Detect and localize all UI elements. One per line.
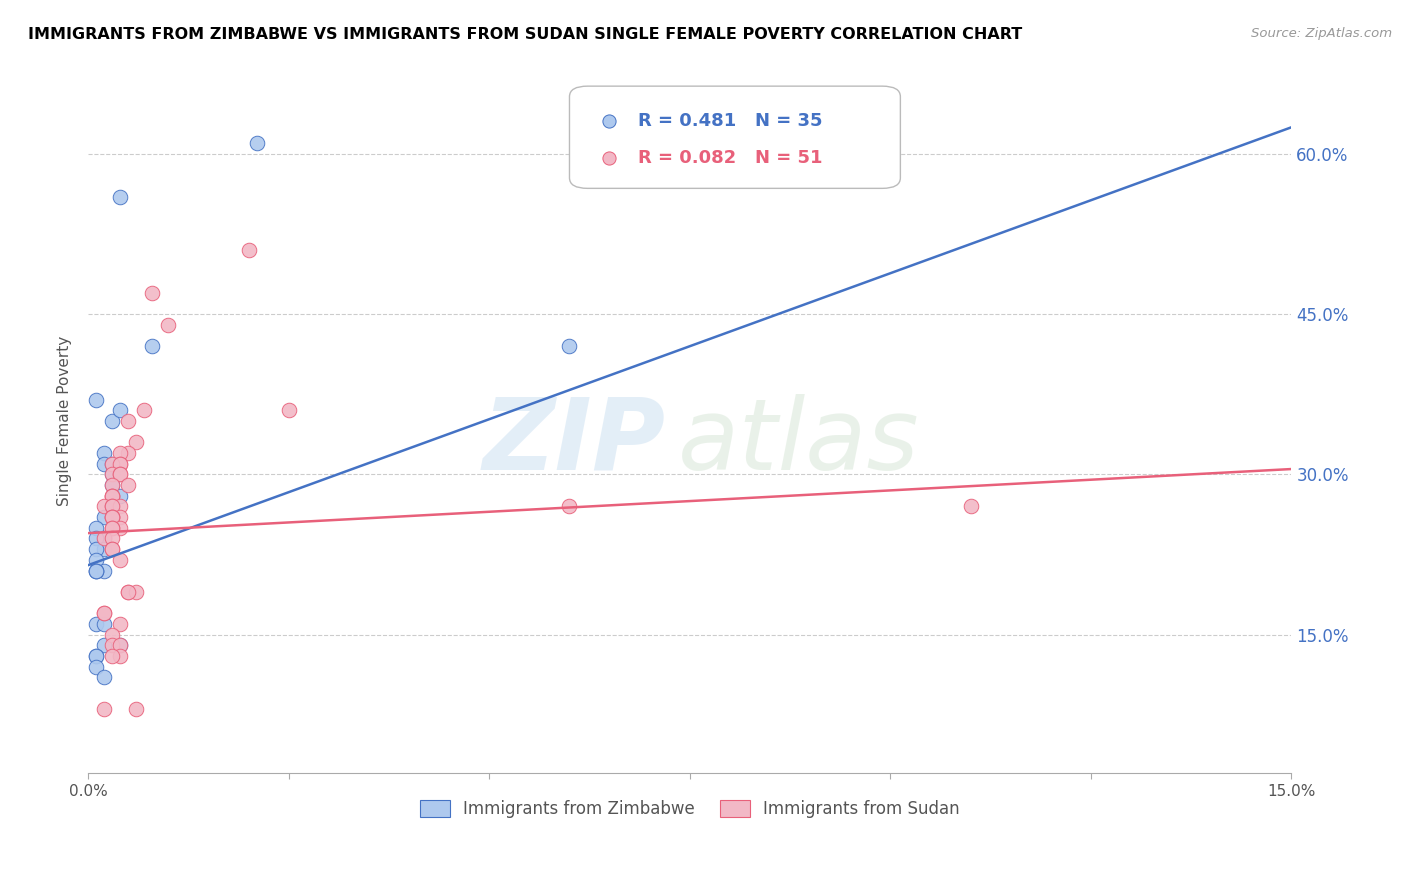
Point: [101, 467, 124, 482]
Point: [101, 478, 124, 492]
Point: [84, 553, 107, 567]
Point: [84, 564, 107, 578]
Point: [238, 243, 260, 257]
Point: [125, 702, 148, 716]
Point: [125, 585, 148, 599]
Point: [93, 500, 115, 514]
Text: atlas: atlas: [678, 393, 920, 491]
Point: [959, 500, 981, 514]
Point: [110, 638, 132, 652]
Point: [101, 414, 124, 428]
Text: ZIP: ZIP: [482, 393, 665, 491]
Point: [93, 638, 115, 652]
Point: [134, 403, 156, 417]
Point: [141, 285, 163, 300]
Y-axis label: Single Female Poverty: Single Female Poverty: [58, 336, 72, 506]
FancyBboxPatch shape: [569, 87, 900, 188]
Point: [101, 489, 124, 503]
Point: [110, 457, 132, 471]
Text: IMMIGRANTS FROM ZIMBABWE VS IMMIGRANTS FROM SUDAN SINGLE FEMALE POVERTY CORRELAT: IMMIGRANTS FROM ZIMBABWE VS IMMIGRANTS F…: [28, 27, 1022, 42]
Text: R = 0.082   N = 51: R = 0.082 N = 51: [638, 148, 823, 167]
Point: [93, 670, 115, 684]
Point: [558, 339, 581, 353]
Point: [110, 457, 132, 471]
Point: [110, 521, 132, 535]
Point: [101, 500, 124, 514]
Point: [93, 564, 115, 578]
Point: [110, 467, 132, 482]
Point: [93, 702, 115, 716]
Point: [101, 627, 124, 641]
Point: [110, 616, 132, 631]
Point: [84, 648, 107, 663]
Point: [839, 126, 862, 140]
Point: [101, 542, 124, 557]
Point: [246, 136, 269, 151]
Point: [93, 532, 115, 546]
Point: [101, 638, 124, 652]
Point: [93, 606, 115, 620]
Point: [84, 564, 107, 578]
Point: [101, 500, 124, 514]
Point: [101, 510, 124, 524]
Point: [93, 532, 115, 546]
Point: [110, 489, 132, 503]
Point: [117, 446, 139, 460]
Point: [101, 467, 124, 482]
Point: [110, 510, 132, 524]
Point: [93, 457, 115, 471]
Point: [101, 500, 124, 514]
Point: [93, 446, 115, 460]
Point: [101, 532, 124, 546]
Point: [110, 638, 132, 652]
Text: R = 0.481   N = 35: R = 0.481 N = 35: [638, 112, 823, 130]
Point: [93, 606, 115, 620]
Point: [84, 392, 107, 407]
Point: [101, 510, 124, 524]
Point: [117, 414, 139, 428]
Point: [101, 510, 124, 524]
Point: [84, 532, 107, 546]
Point: [101, 457, 124, 471]
Point: [110, 446, 132, 460]
Point: [84, 564, 107, 578]
Point: [558, 500, 581, 514]
Point: [141, 339, 163, 353]
Point: [84, 542, 107, 557]
Point: [125, 435, 148, 450]
Point: [110, 500, 132, 514]
Point: [84, 616, 107, 631]
Point: [110, 189, 132, 203]
Point: [101, 521, 124, 535]
Point: [101, 457, 124, 471]
Point: [110, 403, 132, 417]
Point: [117, 478, 139, 492]
Point: [101, 542, 124, 557]
Point: [101, 489, 124, 503]
Legend: Immigrants from Zimbabwe, Immigrants from Sudan: Immigrants from Zimbabwe, Immigrants fro…: [413, 794, 966, 825]
Point: [101, 521, 124, 535]
Point: [110, 648, 132, 663]
Point: [277, 403, 299, 417]
Point: [93, 616, 115, 631]
Point: [110, 467, 132, 482]
Point: [93, 510, 115, 524]
Point: [84, 659, 107, 673]
Point: [101, 478, 124, 492]
Point: [93, 542, 115, 557]
Point: [157, 318, 180, 332]
Text: Source: ZipAtlas.com: Source: ZipAtlas.com: [1251, 27, 1392, 40]
Point: [117, 585, 139, 599]
Point: [101, 489, 124, 503]
Point: [117, 585, 139, 599]
Point: [101, 510, 124, 524]
Point: [84, 521, 107, 535]
Point: [101, 648, 124, 663]
Point: [84, 648, 107, 663]
Point: [110, 553, 132, 567]
